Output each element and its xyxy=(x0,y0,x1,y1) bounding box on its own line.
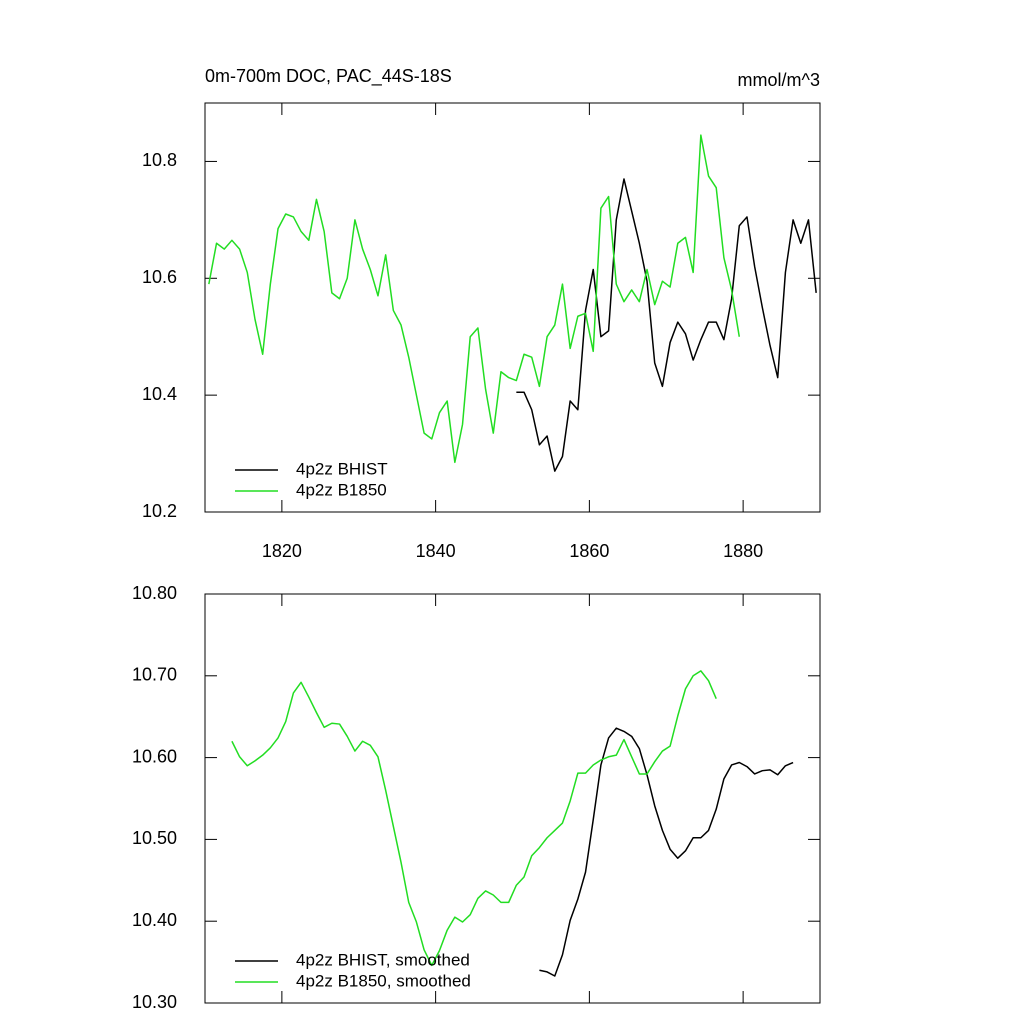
y-tick-label: 10.40 xyxy=(132,910,177,930)
x-tick-label: 1880 xyxy=(723,541,763,561)
y-tick-label: 10.2 xyxy=(142,501,177,521)
x-tick-label: 1840 xyxy=(416,541,456,561)
y-tick-label: 10.80 xyxy=(132,583,177,603)
x-tick-label: 1860 xyxy=(569,541,609,561)
units-label: mmol/m^3 xyxy=(738,70,820,90)
series-line xyxy=(231,670,717,967)
y-tick-label: 10.70 xyxy=(132,665,177,685)
y-tick-label: 10.6 xyxy=(142,267,177,287)
chart-title: 0m-700m DOC, PAC_44S-18S xyxy=(205,66,452,87)
legend-label: 4p2z BHIST, smoothed xyxy=(296,950,470,969)
legend-label: 4p2z BHIST xyxy=(296,459,388,478)
plot-frame xyxy=(204,593,821,1004)
legend-label: 4p2z B1850, smoothed xyxy=(296,971,471,990)
series-line xyxy=(208,134,741,464)
series-line xyxy=(516,178,817,472)
y-tick-label: 10.50 xyxy=(132,828,177,848)
y-tick-label: 10.8 xyxy=(142,150,177,170)
plot-frame xyxy=(204,102,821,513)
x-tick-label: 1820 xyxy=(262,541,302,561)
y-tick-label: 10.60 xyxy=(132,746,177,766)
legend-label: 4p2z B1850 xyxy=(296,480,387,499)
y-tick-label: 10.30 xyxy=(132,992,177,1012)
series-line xyxy=(539,727,794,977)
y-tick-label: 10.4 xyxy=(142,384,177,404)
